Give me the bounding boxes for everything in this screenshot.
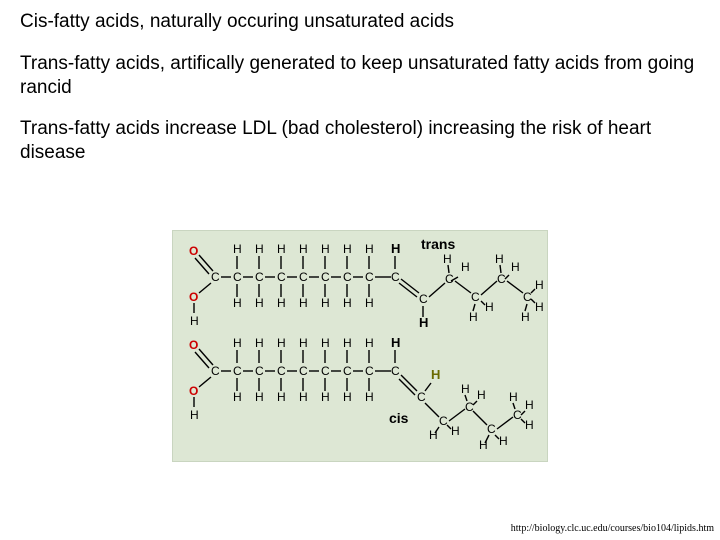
atom-C: C — [321, 270, 330, 284]
atom-C: C — [523, 290, 532, 304]
atom-C: C — [255, 270, 264, 284]
svg-text:C: C — [513, 408, 522, 422]
atom-C: C — [277, 270, 286, 284]
svg-text:H: H — [461, 382, 470, 396]
svg-text:C: C — [233, 364, 242, 378]
svg-text:H: H — [365, 390, 374, 404]
svg-text:H: H — [277, 336, 286, 350]
atom-C: C — [299, 270, 308, 284]
svg-text:H: H — [469, 310, 478, 324]
atom-H-trans-top: H — [391, 241, 400, 256]
atom-H: H — [299, 242, 308, 256]
svg-text:H: H — [233, 336, 242, 350]
svg-text:H: H — [485, 300, 494, 314]
svg-text:H: H — [277, 390, 286, 404]
svg-text:H: H — [451, 424, 460, 438]
atom-O: O — [189, 290, 198, 304]
atom-H: H — [321, 242, 330, 256]
svg-text:H: H — [321, 390, 330, 404]
svg-text:H: H — [495, 252, 504, 266]
svg-text:H: H — [499, 434, 508, 448]
atom-H: H — [277, 296, 286, 310]
atom-H: H — [255, 296, 264, 310]
atom-H: H — [190, 408, 199, 422]
svg-text:H: H — [299, 390, 308, 404]
svg-text:C: C — [487, 422, 496, 436]
atom-H: H — [299, 296, 308, 310]
label-cis: cis — [389, 410, 409, 426]
svg-text:H: H — [535, 300, 544, 314]
svg-text:H: H — [461, 260, 470, 274]
svg-text:H: H — [521, 310, 530, 324]
atom-C: C — [233, 270, 242, 284]
diagram-svg: O C O H C C C C C C C — [173, 231, 547, 461]
atom-C: C — [471, 290, 480, 304]
svg-text:H: H — [525, 418, 534, 432]
atom-H: H — [343, 242, 352, 256]
atom-C: C — [445, 272, 454, 286]
atom-H-cis-top1: H — [391, 335, 400, 350]
svg-text:H: H — [255, 336, 264, 350]
svg-text:C: C — [417, 390, 426, 404]
svg-text:H: H — [477, 388, 486, 402]
atom-C: C — [497, 272, 506, 286]
svg-text:C: C — [255, 364, 264, 378]
atom-O: O — [189, 244, 198, 258]
atom-H-trans-bottom: H — [419, 315, 428, 330]
paragraph-ldl: Trans-fatty acids increase LDL (bad chol… — [20, 117, 700, 165]
slide-root: Cis-fatty acids, naturally occuring unsa… — [0, 0, 720, 540]
svg-text:H: H — [509, 390, 518, 404]
svg-text:H: H — [255, 390, 264, 404]
svg-text:C: C — [321, 364, 330, 378]
atom-C: C — [365, 270, 374, 284]
svg-text:C: C — [439, 414, 448, 428]
svg-text:H: H — [365, 336, 374, 350]
svg-text:H: H — [321, 336, 330, 350]
svg-text:H: H — [233, 390, 242, 404]
atom-C: C — [419, 292, 428, 306]
atom-C: C — [211, 364, 220, 378]
fatty-acid-diagram: O C O H C C C C C C C — [172, 230, 548, 462]
atom-H: H — [365, 242, 374, 256]
svg-text:C: C — [391, 364, 400, 378]
image-credit: http://biology.clc.uc.edu/courses/bio104… — [511, 523, 714, 534]
svg-text:H: H — [443, 252, 452, 266]
svg-text:H: H — [511, 260, 520, 274]
atom-O: O — [189, 384, 198, 398]
svg-text:H: H — [299, 336, 308, 350]
atom-H: H — [365, 296, 374, 310]
atom-H: H — [233, 296, 242, 310]
atom-C: C — [211, 270, 220, 284]
svg-text:H: H — [535, 278, 544, 292]
atom-C: C — [391, 270, 400, 284]
atom-H: H — [190, 314, 199, 328]
atom-H-cis-top2: H — [431, 367, 440, 382]
atom-H: H — [233, 242, 242, 256]
paragraph-cis: Cis-fatty acids, naturally occuring unsa… — [20, 10, 700, 34]
svg-text:C: C — [277, 364, 286, 378]
svg-text:H: H — [343, 390, 352, 404]
svg-text:H: H — [525, 398, 534, 412]
atom-H: H — [321, 296, 330, 310]
atom-C: C — [343, 270, 352, 284]
svg-text:C: C — [299, 364, 308, 378]
bond — [199, 283, 211, 293]
paragraph-trans-def: Trans-fatty acids, artifically generated… — [20, 52, 700, 100]
svg-text:C: C — [465, 400, 474, 414]
label-trans: trans — [421, 236, 455, 252]
atom-H: H — [277, 242, 286, 256]
svg-text:C: C — [365, 364, 374, 378]
svg-text:H: H — [343, 336, 352, 350]
svg-text:C: C — [343, 364, 352, 378]
atom-H: H — [255, 242, 264, 256]
bond — [199, 255, 213, 271]
atom-O: O — [189, 338, 198, 352]
atom-H: H — [343, 296, 352, 310]
bond — [195, 258, 209, 274]
